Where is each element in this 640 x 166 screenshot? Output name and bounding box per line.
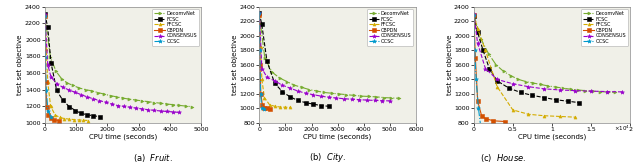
Text: (b)  $\it{City}.$: (b) $\it{City}.$ <box>309 151 347 164</box>
Legend: DecomvNet, FCSC, FFCSC, CBPDN, CONSENSUS, OCSC: DecomvNet, FCSC, FFCSC, CBPDN, CONSENSUS… <box>367 9 413 46</box>
Legend: DecomvNet, FCSC, FFCSC, CBPDN, CONSENSUS, OCSC: DecomvNet, FCSC, FFCSC, CBPDN, CONSENSUS… <box>152 9 199 46</box>
Y-axis label: test set objective: test set objective <box>447 35 452 95</box>
Text: (a)  $\it{Fruit}.$: (a) $\it{Fruit}.$ <box>133 152 173 164</box>
X-axis label: CPU time (seconds): CPU time (seconds) <box>303 133 372 140</box>
Text: (c)  $\it{House}.$: (c) $\it{House}.$ <box>480 152 526 164</box>
Y-axis label: test set objective: test set objective <box>17 35 24 95</box>
X-axis label: CPU time (seconds): CPU time (seconds) <box>89 133 157 140</box>
Legend: DecomvNet, FCSC, FFCSC, CBPDN, CONSENSUS, OCSC: DecomvNet, FCSC, FFCSC, CBPDN, CONSENSUS… <box>581 9 628 46</box>
Text: $\times10^4$: $\times10^4$ <box>614 124 630 133</box>
Y-axis label: test set objective: test set objective <box>232 35 238 95</box>
X-axis label: CPU time (seconds): CPU time (seconds) <box>518 133 586 140</box>
